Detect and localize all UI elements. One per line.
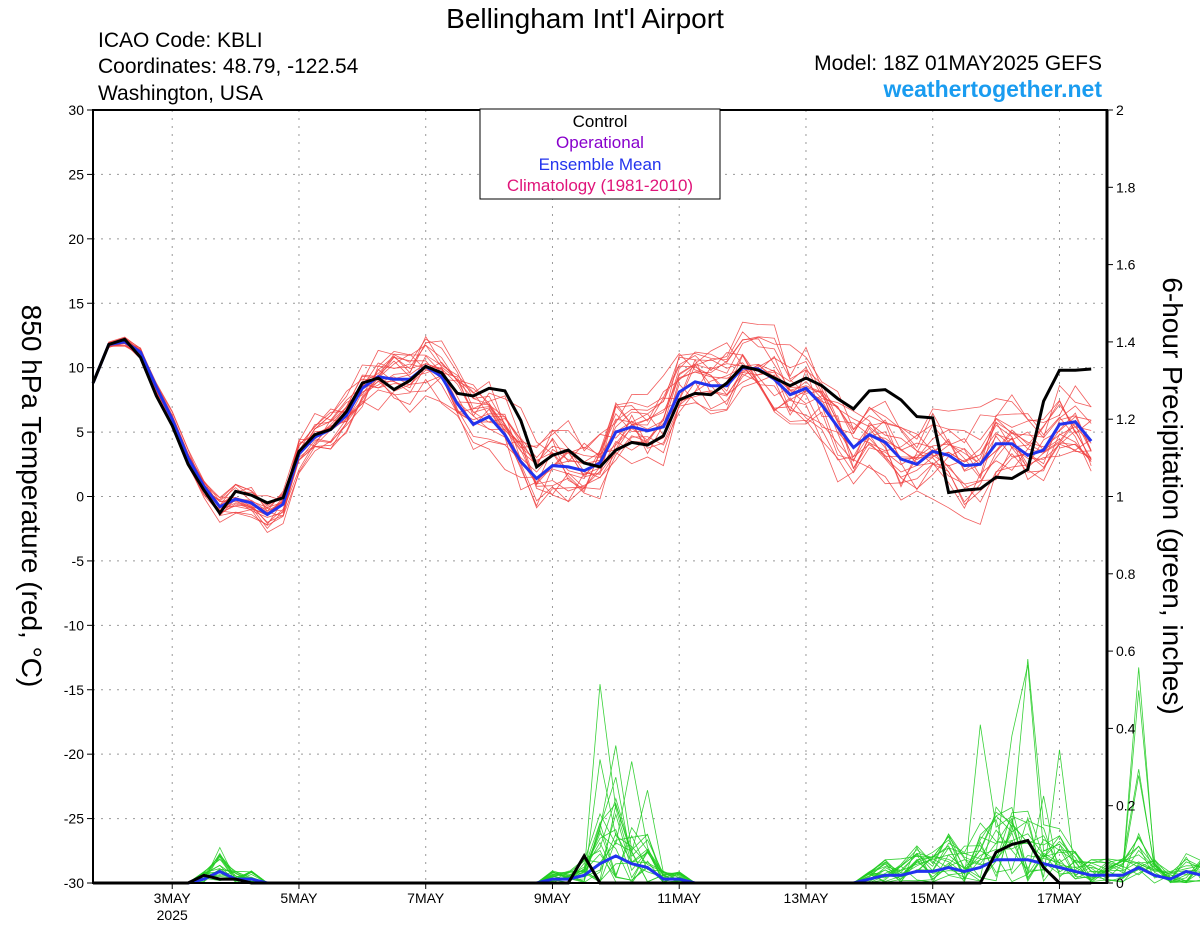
- temperature-member-line: [92, 340, 1092, 523]
- temperature-member-line: [92, 331, 1092, 526]
- right-tick-label: 1.6: [1116, 257, 1136, 273]
- right-tick-label: 0: [1116, 875, 1124, 891]
- right-tick-label: 1.8: [1116, 179, 1136, 195]
- right-axis-label: 6-hour Precipitation (green, inches): [1157, 277, 1188, 714]
- temperature-member-line: [92, 339, 1092, 530]
- left-tick-label: -30: [64, 875, 84, 891]
- temperature-member-line: [92, 336, 1092, 517]
- legend-climatology: Climatology (1981-2010): [507, 176, 693, 195]
- temperature-member-line: [92, 341, 1092, 526]
- legend-control: Control: [573, 112, 628, 131]
- left-tick-label: -20: [64, 746, 84, 762]
- left-tick-label: 5: [76, 424, 84, 440]
- precipitation-member-line: [93, 724, 1200, 884]
- x-tick-label: 3MAY: [154, 890, 192, 906]
- temperature-member-line: [92, 335, 1092, 508]
- left-tick-label: 20: [68, 231, 84, 247]
- left-tick-label: -10: [64, 617, 84, 633]
- legend-ensemble-mean: Ensemble Mean: [539, 155, 662, 174]
- right-tick-label: 1: [1116, 489, 1124, 505]
- x-tick-label: 7MAY: [407, 890, 445, 906]
- ensemble-mean-temp-line: [91, 340, 1093, 517]
- legend: Control Operational Ensemble Mean Climat…: [479, 108, 721, 200]
- x-tick-label: 15MAY: [910, 890, 956, 906]
- x-tick-year: 2025: [157, 907, 188, 923]
- x-tick-label: 11MAY: [657, 890, 701, 906]
- right-tick-label: 0.2: [1116, 798, 1136, 814]
- left-tick-label: 0: [76, 489, 84, 505]
- icao-code: ICAO Code: KBLI: [98, 29, 263, 52]
- temperature-member-line: [92, 337, 1092, 502]
- coordinates: Coordinates: 48.79, -122.54: [98, 55, 359, 78]
- left-tick-label: -5: [72, 553, 85, 569]
- right-tick-label: 1.4: [1116, 334, 1136, 350]
- x-tick-label: 17MAY: [1037, 890, 1083, 906]
- left-tick-label: 10: [68, 360, 84, 376]
- temperature-member-line: [92, 336, 1092, 517]
- right-tick-label: 0.8: [1116, 566, 1136, 582]
- temperature-member-line: [92, 340, 1092, 518]
- temperature-member-line: [92, 338, 1092, 512]
- region: Washington, USA: [98, 82, 263, 105]
- left-axis-label: 850 hPa Temperature (red, °C): [16, 305, 47, 688]
- temperature-member-line: [92, 340, 1092, 516]
- precipitation-member-line: [93, 810, 1200, 884]
- legend-box: [479, 108, 721, 200]
- left-tick-label: 30: [68, 102, 84, 118]
- chart-title: Bellingham Int'l Airport: [446, 3, 724, 34]
- site-link[interactable]: weathertogether.net: [882, 76, 1102, 102]
- precipitation-member-line: [93, 811, 1200, 884]
- axes: 302520151050-5-10-15-20-25-3021.81.61.41…: [64, 102, 1136, 923]
- right-tick-label: 1.2: [1116, 411, 1136, 427]
- left-tick-label: 15: [68, 295, 84, 311]
- right-tick-label: 0.6: [1116, 643, 1136, 659]
- right-tick-label: 0.4: [1116, 720, 1136, 736]
- control-temp-line: [91, 337, 1092, 516]
- grid-lines: [93, 110, 1107, 883]
- model-run: Model: 18Z 01MAY2025 GEFS: [814, 52, 1102, 75]
- legend-operational: Operational: [556, 133, 644, 152]
- left-tick-label: -25: [64, 811, 84, 827]
- left-tick-label: -15: [64, 682, 84, 698]
- x-tick-label: 9MAY: [534, 890, 572, 906]
- right-tick-label: 2: [1116, 102, 1124, 118]
- x-tick-label: 13MAY: [784, 890, 830, 906]
- temperature-member-line: [92, 339, 1092, 512]
- left-tick-label: 25: [68, 166, 84, 182]
- x-tick-label: 5MAY: [280, 890, 318, 906]
